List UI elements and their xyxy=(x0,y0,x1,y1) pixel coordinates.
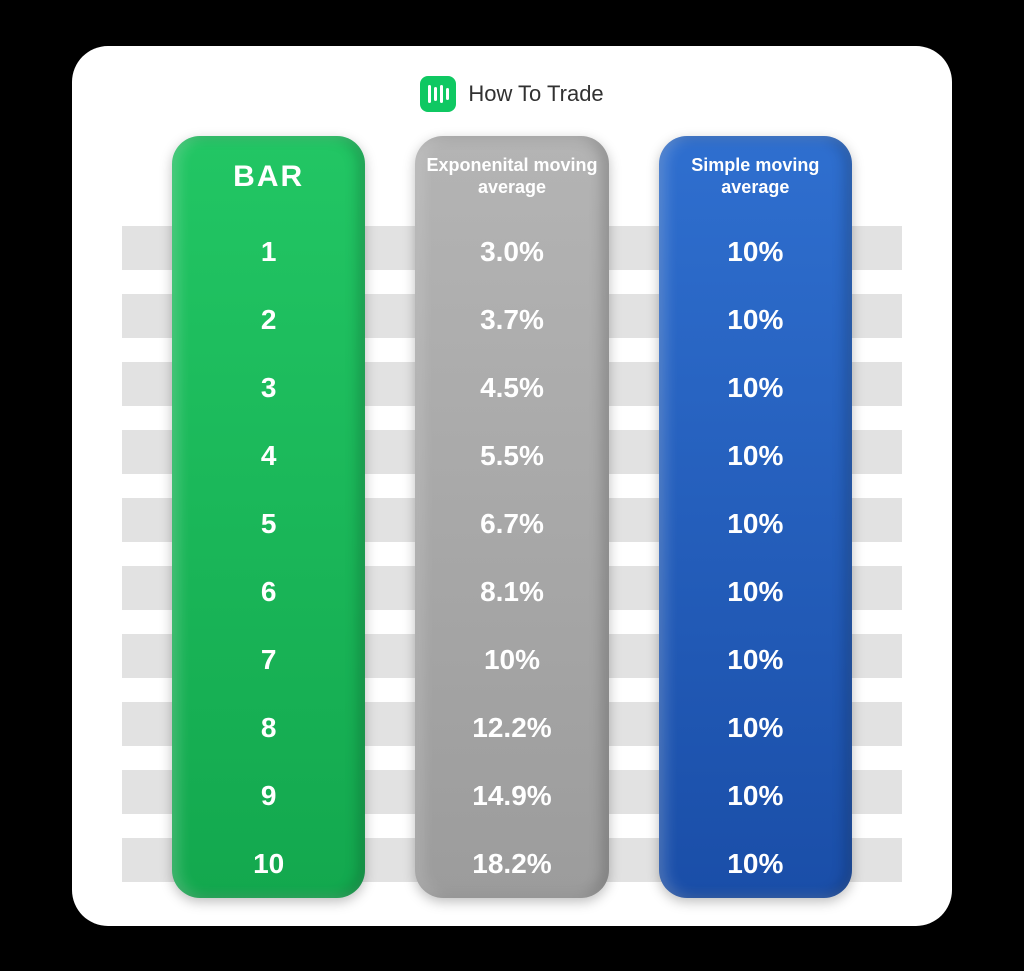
column-sma: Simple moving average 10% 10% 10% 10% 10… xyxy=(659,136,852,898)
cell-sma: 10% xyxy=(659,354,852,422)
cell-ema: 8.1% xyxy=(415,558,608,626)
brand-title: How To Trade xyxy=(468,81,603,107)
cell-sma: 10% xyxy=(659,694,852,762)
cell-bar: 10 xyxy=(172,830,365,898)
column-header-bar: BAR xyxy=(172,136,365,218)
column-bar: BAR 1 2 3 4 5 6 7 8 9 10 xyxy=(172,136,365,898)
comparison-table: BAR 1 2 3 4 5 6 7 8 9 10 Exponenital mov… xyxy=(122,136,902,898)
column-ema: Exponenital moving average 3.0% 3.7% 4.5… xyxy=(415,136,608,898)
cell-ema: 5.5% xyxy=(415,422,608,490)
cell-ema: 12.2% xyxy=(415,694,608,762)
cell-bar: 1 xyxy=(172,218,365,286)
cell-bar: 4 xyxy=(172,422,365,490)
brand-header: How To Trade xyxy=(122,76,902,112)
infographic-card: How To Trade BAR 1 2 3 4 5 6 xyxy=(72,46,952,926)
cell-ema: 4.5% xyxy=(415,354,608,422)
cell-ema: 10% xyxy=(415,626,608,694)
cell-ema: 14.9% xyxy=(415,762,608,830)
cell-ema: 18.2% xyxy=(415,830,608,898)
cell-bar: 8 xyxy=(172,694,365,762)
cell-sma: 10% xyxy=(659,762,852,830)
cell-bar: 6 xyxy=(172,558,365,626)
cell-bar: 9 xyxy=(172,762,365,830)
column-header-ema: Exponenital moving average xyxy=(415,136,608,218)
cell-sma: 10% xyxy=(659,286,852,354)
cell-bar: 7 xyxy=(172,626,365,694)
brand-logo-icon xyxy=(420,76,456,112)
cell-sma: 10% xyxy=(659,490,852,558)
cell-ema: 3.0% xyxy=(415,218,608,286)
cell-bar: 2 xyxy=(172,286,365,354)
column-header-sma: Simple moving average xyxy=(659,136,852,218)
cell-sma: 10% xyxy=(659,422,852,490)
cell-bar: 3 xyxy=(172,354,365,422)
cell-ema: 6.7% xyxy=(415,490,608,558)
cell-bar: 5 xyxy=(172,490,365,558)
cell-sma: 10% xyxy=(659,218,852,286)
cell-sma: 10% xyxy=(659,626,852,694)
cell-ema: 3.7% xyxy=(415,286,608,354)
cell-sma: 10% xyxy=(659,830,852,898)
columns-container: BAR 1 2 3 4 5 6 7 8 9 10 Exponenital mov… xyxy=(172,136,852,898)
cell-sma: 10% xyxy=(659,558,852,626)
